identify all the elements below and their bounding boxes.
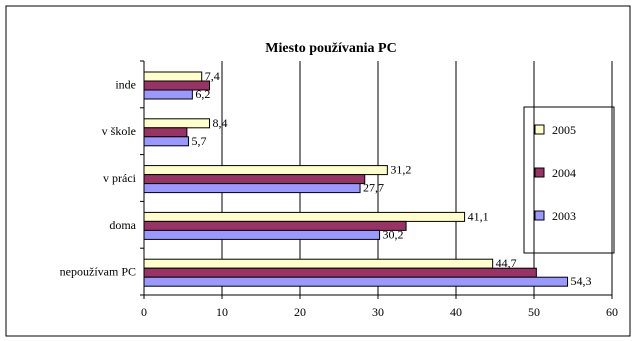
y-category-label: nepoužívam PC bbox=[60, 265, 136, 279]
legend-label-2005: 2005 bbox=[552, 123, 576, 137]
bar-2005 bbox=[143, 258, 494, 269]
y-category-label: v práci bbox=[103, 171, 137, 185]
bar-2005 bbox=[143, 211, 466, 222]
data-label-2005: 31,2 bbox=[390, 163, 411, 177]
x-tick-label: 60 bbox=[606, 305, 618, 319]
bar-2003 bbox=[143, 183, 361, 194]
data-label-2003: 27,7 bbox=[363, 181, 384, 195]
x-tick-label: 50 bbox=[528, 305, 540, 319]
bar-2003 bbox=[143, 89, 193, 100]
bar-2003 bbox=[143, 229, 381, 240]
bar-2003 bbox=[143, 276, 569, 287]
x-tick-label: 30 bbox=[372, 305, 384, 319]
y-category-label: inde bbox=[115, 77, 136, 91]
data-label-2003: 30,2 bbox=[383, 227, 404, 241]
data-label-2005: 41,1 bbox=[468, 209, 489, 223]
legend-swatch-2003 bbox=[534, 210, 545, 221]
chart-title: Miesto používania PC bbox=[265, 41, 396, 56]
bar-2005 bbox=[143, 165, 388, 176]
data-label-2003: 5,7 bbox=[191, 134, 206, 148]
x-tick-label: 0 bbox=[141, 305, 147, 319]
data-label-2003: 54,3 bbox=[571, 274, 592, 288]
legend-label-2004: 2004 bbox=[552, 166, 576, 180]
x-tick-label: 40 bbox=[450, 305, 462, 319]
legend-swatch-2004 bbox=[534, 167, 545, 178]
bar-2005 bbox=[143, 118, 211, 129]
data-label-2005: 7,4 bbox=[205, 69, 220, 83]
data-label-2005: 44,7 bbox=[496, 256, 517, 270]
data-label-2003: 6,2 bbox=[195, 87, 210, 101]
bar-2004 bbox=[143, 220, 407, 231]
bar-2004 bbox=[143, 267, 537, 278]
bar-2005 bbox=[143, 71, 203, 82]
x-tick-label: 10 bbox=[216, 305, 228, 319]
y-category-label: doma bbox=[109, 218, 136, 232]
bar-2004 bbox=[143, 127, 188, 138]
legend-swatch-2005 bbox=[534, 124, 545, 135]
bar-2003 bbox=[143, 136, 189, 147]
y-category-label: v škole bbox=[102, 124, 136, 138]
x-tick-label: 20 bbox=[294, 305, 306, 319]
bar-2004 bbox=[143, 174, 366, 185]
legend-label-2003: 2003 bbox=[552, 209, 576, 223]
data-label-2005: 8,4 bbox=[213, 116, 228, 130]
